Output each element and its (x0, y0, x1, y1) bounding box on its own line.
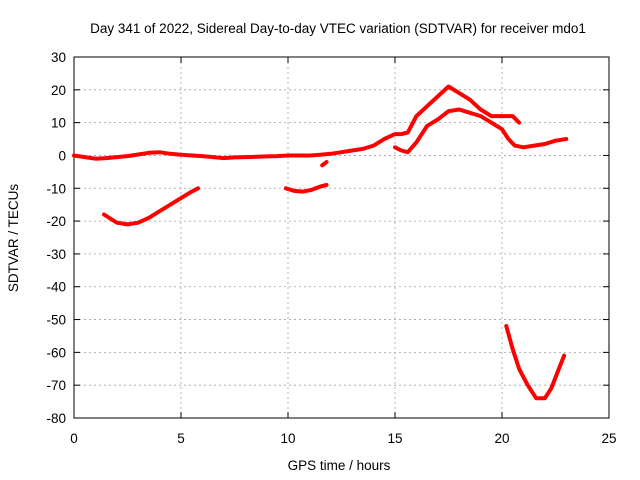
x-tick-label: 5 (177, 431, 185, 446)
data-series (72, 84, 569, 401)
x-tick-label: 20 (494, 431, 509, 446)
y-tick-label: -70 (46, 378, 66, 393)
track-midday (283, 183, 329, 194)
y-tick-label: -50 (46, 313, 66, 328)
track-afternoon (393, 107, 569, 155)
x-axis-ticks: 0 5 10 15 20 25 (70, 57, 617, 446)
x-tick-label: 15 (387, 431, 402, 446)
track-noon-dip (320, 160, 329, 168)
y-tick-label: 0 (58, 148, 66, 163)
y-tick-label: 10 (51, 116, 66, 131)
y-axis-label: SDTVAR / TECUs (6, 184, 21, 293)
y-tick-label: 30 (51, 50, 66, 65)
y-tick-label: -80 (46, 411, 66, 426)
y-tick-label: -10 (46, 181, 66, 196)
grid-lines (74, 57, 609, 418)
plot-frame (73, 56, 610, 419)
track-day-early (102, 186, 201, 227)
y-tick-label: -60 (46, 345, 66, 360)
y-axis-ticks: 30 20 10 0 -10 -20 -30 -40 -50 -60 -70 -80 (46, 50, 609, 426)
y-tick-label: 20 (51, 83, 66, 98)
y-tick-label: -40 (46, 280, 66, 295)
track-evening-dip (504, 324, 567, 401)
x-tick-label: 10 (280, 431, 295, 446)
y-tick-label: -30 (46, 247, 66, 262)
track-main-baseline (72, 84, 522, 161)
chart-title: Day 341 of 2022, Sidereal Day-to-day VTE… (90, 21, 586, 36)
x-tick-label: 0 (70, 431, 78, 446)
y-tick-label: -20 (46, 214, 66, 229)
x-axis-label: GPS time / hours (288, 458, 391, 473)
x-tick-label: 25 (601, 431, 616, 446)
